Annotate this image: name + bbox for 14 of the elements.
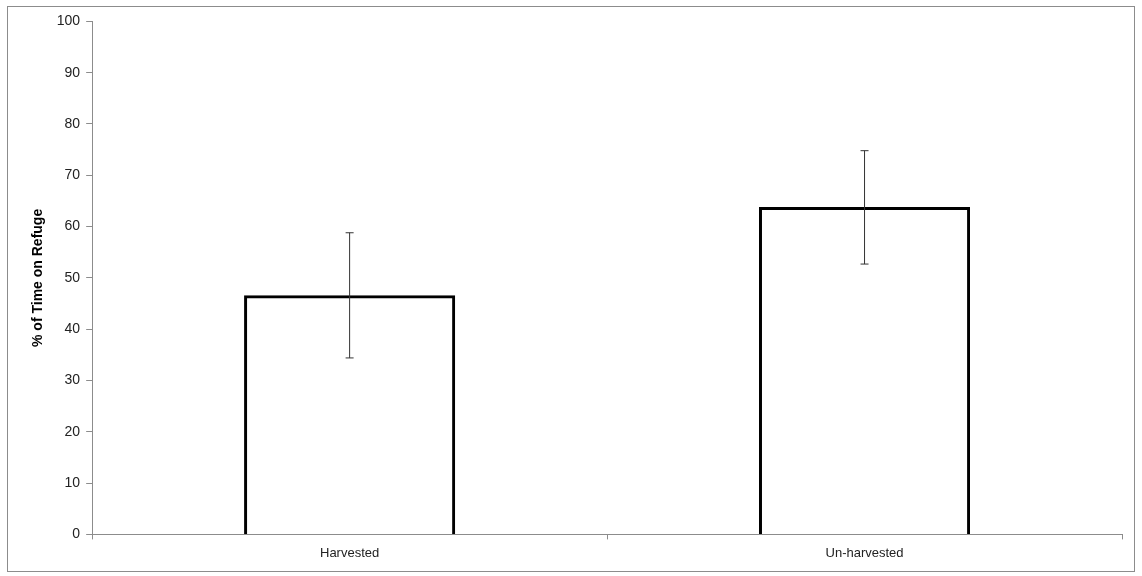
- y-axis-title: % of Time on Refuge: [29, 208, 46, 347]
- x-tick-label: Harvested: [319, 544, 380, 560]
- y-tick-label: 40: [64, 320, 81, 337]
- y-tick-label: 100: [56, 12, 81, 29]
- y-tick-label: 90: [64, 63, 81, 80]
- x-tick-label: Un-harvested: [825, 544, 904, 560]
- y-tick-label: 60: [64, 217, 81, 234]
- y-tick-label: 70: [64, 166, 81, 183]
- y-tick-label: 30: [64, 371, 81, 388]
- y-tick-label: 0: [72, 525, 81, 542]
- y-tick-label: 20: [64, 422, 81, 439]
- y-tick-label: 80: [64, 114, 81, 131]
- y-tick-label: 10: [64, 473, 81, 490]
- y-tick-label: 50: [64, 268, 81, 285]
